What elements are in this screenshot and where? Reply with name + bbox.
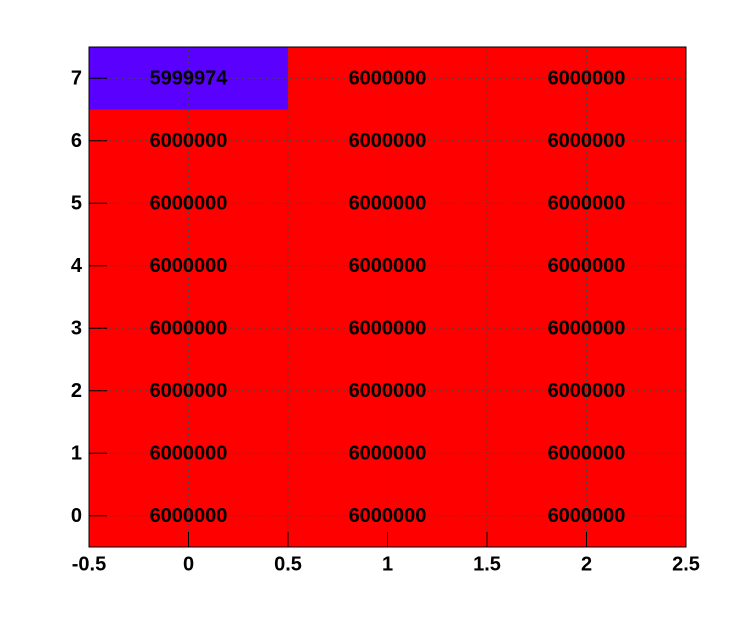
x-tick-label: 1.5 [473, 553, 501, 575]
cell-label: 6000000 [349, 255, 427, 277]
y-tick-label: 4 [71, 255, 83, 277]
cell [487, 422, 686, 485]
x-tick-label: 1 [382, 553, 393, 575]
y-tick-label: 0 [71, 505, 82, 527]
cell [487, 234, 686, 297]
x-tick-label: 2 [581, 553, 592, 575]
cell-label: 6000000 [150, 505, 228, 527]
cell-label: 6000000 [548, 193, 626, 215]
cell-label: 6000000 [150, 130, 228, 152]
cell-label: 6000000 [548, 130, 626, 152]
cell [487, 359, 686, 422]
y-tick-label: 7 [71, 68, 82, 90]
cell-label: 6000000 [150, 443, 228, 465]
cell-label: 6000000 [548, 255, 626, 277]
x-tick-label: 0 [183, 553, 194, 575]
cell-label: 6000000 [150, 380, 228, 402]
cell [487, 47, 686, 110]
cell-label: 6000000 [548, 443, 626, 465]
cell [288, 297, 487, 360]
y-tick-label: 1 [71, 443, 82, 465]
y-tick-label: 3 [71, 318, 82, 340]
y-tick-label: 2 [71, 380, 82, 402]
x-tick-label: 0.5 [274, 553, 302, 575]
y-tick-label: 6 [71, 130, 82, 152]
cell-label: 6000000 [548, 68, 626, 90]
cell [288, 47, 487, 110]
cell-label: 6000000 [349, 443, 427, 465]
cell [288, 422, 487, 485]
cell-label: 6000000 [349, 68, 427, 90]
cell-label: 6000000 [150, 193, 228, 215]
cell-label: 6000000 [548, 505, 626, 527]
cell-label: 5999974 [150, 68, 229, 90]
cell [288, 234, 487, 297]
cell-label: 6000000 [150, 255, 228, 277]
x-tick-label: 2.5 [672, 553, 700, 575]
cell-label: 6000000 [349, 130, 427, 152]
cell-label: 6000000 [548, 380, 626, 402]
cell-label: 6000000 [150, 318, 228, 340]
cell-label: 6000000 [349, 380, 427, 402]
x-tick-label: -0.5 [72, 553, 106, 575]
cell-label: 6000000 [548, 318, 626, 340]
cell [288, 359, 487, 422]
cell [487, 297, 686, 360]
cell-label: 6000000 [349, 318, 427, 340]
cell-label: 6000000 [349, 193, 427, 215]
cell-label: 6000000 [349, 505, 427, 527]
y-tick-label: 5 [71, 193, 82, 215]
